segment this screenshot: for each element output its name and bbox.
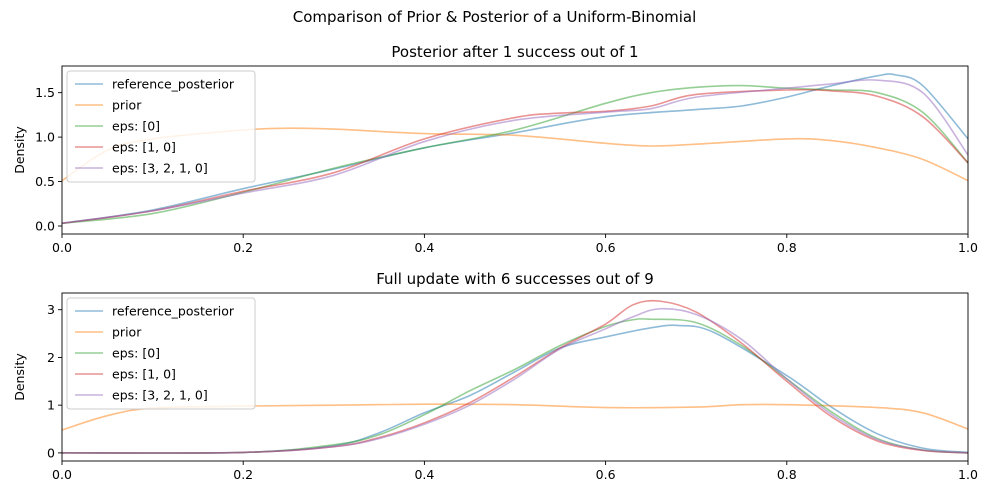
y-tick-label: 0.5 [35, 174, 55, 189]
x-tick-label: 0.4 [414, 467, 434, 482]
legend-label: eps: [3, 2, 1, 0] [112, 161, 208, 176]
series-line-3 [62, 318, 968, 454]
y-tick-label: 2 [47, 350, 55, 365]
x-tick-label: 0.0 [52, 240, 72, 255]
y-tick-label: 3 [47, 302, 55, 317]
legend-label: prior [112, 325, 142, 340]
series-line-5 [62, 79, 968, 225]
legend-label: reference_posterior [112, 77, 235, 92]
legend-label: eps: [0] [112, 346, 160, 361]
subplot-1: Posterior after 1 success out of 1 0.0 0.2… [12, 43, 978, 255]
y-axis-label: Density [12, 353, 27, 401]
x-tick-label: 1.0 [958, 467, 978, 482]
y-tick-label: 1.0 [35, 130, 55, 145]
subplot-2: Full update with 6 successes out of 9 0.0… [12, 270, 978, 482]
series-lines [62, 299, 968, 454]
x-tick-label: 1.0 [958, 240, 978, 255]
x-tick-label: 0.6 [596, 467, 616, 482]
series-line-4 [62, 88, 968, 225]
y-axis-label: Density [12, 126, 27, 174]
legend-label: eps: [3, 2, 1, 0] [112, 388, 208, 403]
figure-title: Comparison of Prior & Posterior of a Uni… [293, 8, 697, 26]
legend-label: eps: [1, 0] [112, 140, 176, 155]
y-tick-label: 0 [47, 445, 55, 460]
x-tick-label: 0.2 [233, 240, 253, 255]
y-tick-label: 1 [47, 398, 55, 413]
series-line-1 [62, 324, 968, 454]
legend-label: reference_posterior [112, 304, 235, 319]
subplot-title: Full update with 6 successes out of 9 [376, 270, 654, 288]
x-tick-label: 0.0 [52, 467, 72, 482]
y-tick-label: 1.5 [35, 85, 55, 100]
x-tick-label: 0.4 [414, 240, 434, 255]
series-line-1 [62, 73, 968, 225]
legend-label: eps: [1, 0] [112, 367, 176, 382]
axes-frame [61, 65, 969, 235]
y-tick-label: 0.0 [35, 219, 55, 234]
axes-frame [61, 292, 969, 462]
x-tick-label: 0.8 [777, 467, 797, 482]
x-tick-label: 0.8 [777, 240, 797, 255]
legend-box [66, 70, 256, 183]
series-line-5 [62, 307, 968, 454]
subplot-title: Posterior after 1 success out of 1 [391, 43, 638, 61]
x-tick-label: 0.2 [233, 467, 253, 482]
legend-box [66, 297, 256, 410]
legend-label: prior [112, 98, 142, 113]
legend-label: eps: [0] [112, 119, 160, 134]
x-tick-label: 0.6 [596, 240, 616, 255]
